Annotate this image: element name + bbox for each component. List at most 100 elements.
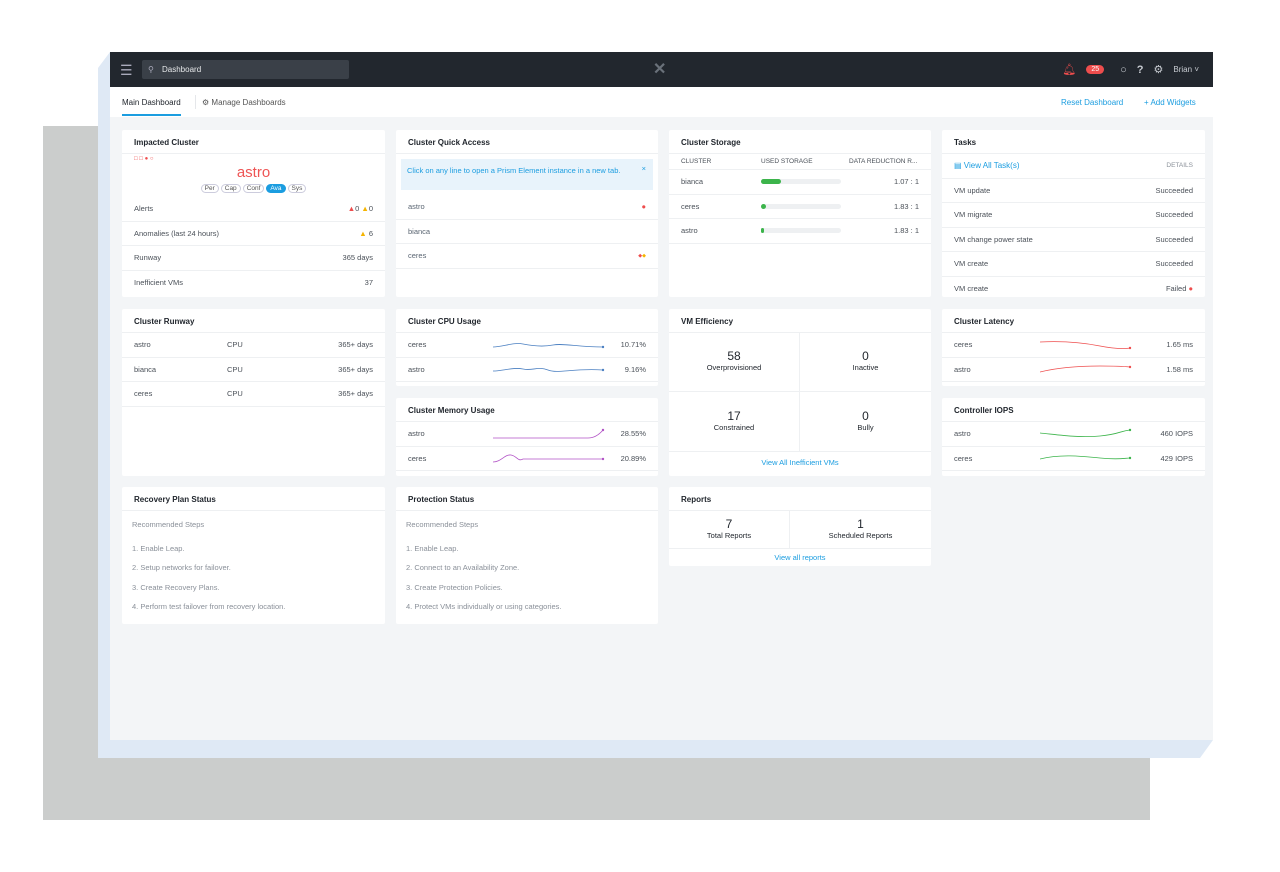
- add-widgets-button[interactable]: + Add Widgets: [1144, 98, 1196, 107]
- storage-row[interactable]: bianca 1.07 : 1: [669, 170, 931, 195]
- view-inefficient-vms-link[interactable]: View All Inefficient VMs: [761, 458, 839, 467]
- alert-bell-icon[interactable]: 🔔︎: [1062, 64, 1077, 76]
- task-row[interactable]: VM change power state Succeeded: [942, 228, 1205, 252]
- memory-row[interactable]: ceres 20.89%: [396, 447, 658, 471]
- iops-row[interactable]: astro 460 IOPS: [942, 422, 1205, 447]
- tab-main-dashboard[interactable]: Main Dashboard: [122, 98, 181, 116]
- widget-title: Cluster Runway: [122, 309, 385, 333]
- runway-row[interactable]: astro CPU 365+ days: [122, 333, 385, 358]
- task-row[interactable]: VM create Failed ●: [954, 284, 1193, 294]
- runway-row[interactable]: ceres CPU 365+ days: [122, 382, 385, 407]
- storage-row[interactable]: astro 1.83 : 1: [669, 219, 931, 244]
- stat-bully[interactable]: 0 Bully: [857, 409, 874, 432]
- failed-icon: ●: [1188, 284, 1193, 294]
- anomalies-row[interactable]: Anomalies (last 24 hours) ▲ 6: [122, 222, 385, 246]
- sparkline-iops: [1040, 455, 1132, 460]
- view-all-reports-link[interactable]: View all reports: [774, 553, 826, 562]
- step: 1. Enable Leap.: [406, 543, 459, 553]
- cpu-row[interactable]: ceres 10.71%: [396, 333, 658, 358]
- tab-manage-dashboards[interactable]: ⚙ Manage Dashboards: [202, 98, 286, 107]
- cluster-link-bianca[interactable]: bianca: [396, 220, 658, 244]
- cluster-latency-widget: Cluster Latency ceres 1.65 ms astro 1.58 ms: [942, 309, 1205, 386]
- sparkline-memory: [493, 428, 605, 439]
- impacted-cluster-name[interactable]: astro: [236, 164, 271, 181]
- step: 4. Protect VMs individually or using cat…: [406, 602, 562, 611]
- critical-status-icon: ●: [641, 202, 646, 212]
- view-all-tasks-link[interactable]: ▤ View All Task(s): [954, 161, 1020, 171]
- critical-alert-icon: ▲: [347, 204, 356, 214]
- recommended-steps-label: Recommended Steps: [406, 520, 479, 529]
- controller-iops-widget: Controller IOPS astro 460 IOPS ceres 429 IO…: [942, 398, 1205, 476]
- task-row[interactable]: VM update Succeeded: [942, 179, 1205, 203]
- runway-row[interactable]: bianca CPU 365+ days: [122, 358, 385, 382]
- used-storage-bar: [761, 228, 841, 234]
- widget-title: Cluster Memory Usage: [396, 398, 658, 422]
- gear-icon[interactable]: ⚙: [1153, 64, 1164, 76]
- search-input[interactable]: ⚲ Dashboard: [142, 60, 349, 79]
- hamburger-menu-icon[interactable]: ☰: [120, 62, 133, 78]
- user-menu[interactable]: Brian ˅: [1173, 65, 1199, 74]
- sparkline-latency: [1040, 365, 1132, 373]
- latency-row[interactable]: astro 1.58 ms: [942, 358, 1205, 382]
- step: 4. Perform test failover from recovery l…: [132, 602, 286, 611]
- tasks-circle-icon[interactable]: ○: [1120, 63, 1127, 76]
- memory-row[interactable]: astro 28.55%: [396, 422, 658, 447]
- cpu-row[interactable]: astro 9.16%: [396, 358, 658, 382]
- cluster-memory-usage-widget: Cluster Memory Usage astro 28.55% ceres 20.…: [396, 398, 658, 476]
- help-icon[interactable]: ?: [1136, 63, 1144, 76]
- pill-performance[interactable]: Per: [200, 184, 219, 193]
- reset-dashboard-link[interactable]: Reset Dashboard: [1061, 98, 1124, 107]
- storage-row[interactable]: ceres 1.83 : 1: [669, 195, 931, 219]
- pill-system[interactable]: Sys: [287, 184, 307, 193]
- sparkline-latency: [1040, 340, 1132, 349]
- inefficient-vms-row[interactable]: Inefficient VMs 37: [134, 278, 373, 288]
- stat-constrained[interactable]: 17 Constrained: [713, 409, 755, 432]
- sparkline-memory: [493, 454, 605, 463]
- cluster-link-ceres[interactable]: ceres ◆◆: [396, 244, 658, 269]
- details-link[interactable]: DETAILS: [1166, 162, 1193, 170]
- stat-inactive[interactable]: 0 Inactive: [852, 349, 879, 372]
- nutanix-logo[interactable]: ✕: [653, 61, 667, 78]
- widget-title: Cluster Latency: [942, 309, 1205, 333]
- pill-availability[interactable]: Ava: [266, 184, 286, 193]
- stat-overprovisioned[interactable]: 58 Overprovisioned: [706, 349, 762, 372]
- runway-row[interactable]: Runway 365 days: [122, 246, 385, 271]
- top-bar: ☰ ⚲ Dashboard ✕ 🔔︎ 25 ○ ? ⚙ Brian ˅: [110, 52, 1213, 87]
- cluster-storage-widget: Cluster Storage CLUSTER USED STORAGE DATA …: [669, 130, 931, 297]
- dashboard-tabs: Main Dashboard ⚙ Manage Dashboards Reset…: [110, 87, 1213, 117]
- pill-capacity[interactable]: Cap: [220, 184, 241, 193]
- task-row[interactable]: VM migrate Succeeded: [942, 203, 1205, 228]
- iops-row[interactable]: ceres 429 IOPS: [942, 447, 1205, 471]
- notification-badge[interactable]: 25: [1086, 65, 1105, 74]
- close-icon[interactable]: ×: [641, 164, 646, 173]
- step: 1. Enable Leap.: [132, 543, 185, 553]
- sparkline-cpu: [493, 368, 605, 373]
- view-all-tasks-row: ▤ View All Task(s) DETAILS: [942, 154, 1205, 179]
- health-indicator-icons: □ □ ● ○: [134, 156, 154, 162]
- alerts-row[interactable]: Alerts ▲0 ▲0: [122, 197, 385, 222]
- widget-title: VM Efficiency: [669, 309, 931, 333]
- warning-icon: ▲: [359, 228, 367, 238]
- stat-total-reports[interactable]: 7 Total Reports: [706, 517, 752, 540]
- sparkline-cpu: [493, 342, 605, 348]
- gear-icon: ⚙: [202, 98, 212, 107]
- pill-configuration[interactable]: Conf: [242, 184, 265, 193]
- latency-row[interactable]: ceres 1.65 ms: [942, 333, 1205, 358]
- sparkline-iops: [1040, 428, 1132, 437]
- widget-title: Reports: [669, 487, 931, 511]
- cluster-link-astro[interactable]: astro ●: [396, 195, 658, 220]
- step: 3. Create Recovery Plans.: [132, 582, 220, 592]
- impacted-cluster-widget: Impacted Cluster □ □ ● ○ astro Per Cap Con…: [122, 130, 385, 297]
- vm-efficiency-widget: VM Efficiency 58 Overprovisioned 0 Inactiv…: [669, 309, 931, 476]
- table-header: CLUSTER USED STORAGE DATA REDUCTION R...: [669, 154, 931, 170]
- cluster-runway-widget: Cluster Runway astro CPU 365+ days bianca CP…: [122, 309, 385, 476]
- task-row[interactable]: VM create Succeeded: [942, 252, 1205, 277]
- widget-title: Recovery Plan Status: [122, 487, 385, 511]
- widget-title: Protection Status: [396, 487, 658, 511]
- stat-scheduled-reports[interactable]: 1 Scheduled Reports: [828, 517, 893, 540]
- used-storage-bar: [761, 203, 841, 209]
- cluster-cpu-usage-widget: Cluster CPU Usage ceres 10.71% astro 9.16%: [396, 309, 658, 386]
- recommended-steps-label: Recommended Steps: [132, 520, 205, 529]
- recovery-plan-status-widget: Recovery Plan Status Recommended Steps 1…: [122, 487, 385, 624]
- cluster-quick-access-widget: Cluster Quick Access Click on any line t…: [396, 130, 658, 297]
